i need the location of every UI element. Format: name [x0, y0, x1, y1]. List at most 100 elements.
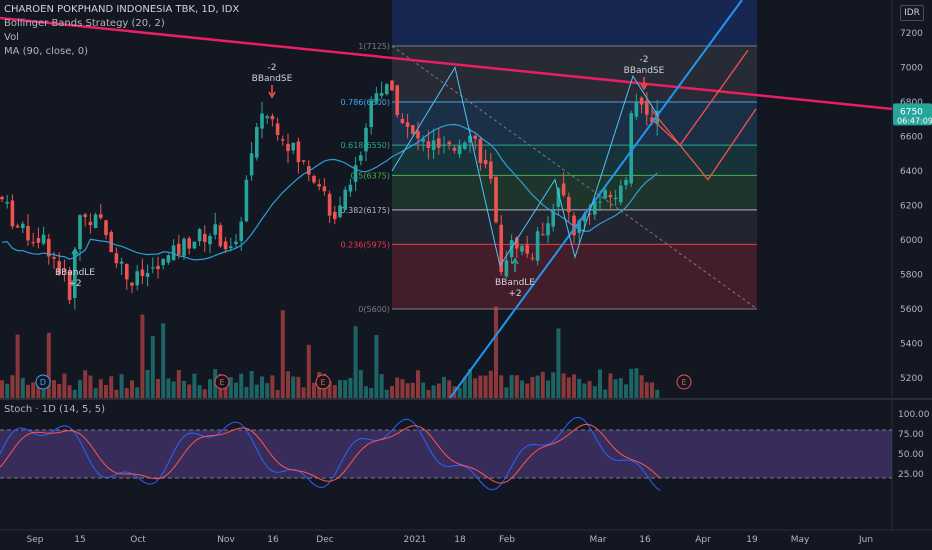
volume-bar [171, 381, 176, 398]
candle-body [36, 238, 41, 243]
volume-bar [46, 332, 51, 398]
event-marker-icon [35, 374, 51, 390]
volume-bar [499, 375, 504, 398]
candle-body [57, 261, 61, 275]
volume-bar [494, 306, 498, 398]
candle-body [125, 264, 129, 280]
price-tick: 6800 [900, 98, 923, 108]
volume-bar [10, 375, 15, 398]
candle-body [556, 188, 561, 207]
volume-bar [582, 383, 587, 398]
candle-body [99, 214, 103, 219]
candle-body [431, 140, 436, 150]
candle-body [624, 179, 628, 186]
volume-bar [5, 383, 10, 398]
signal-arrowhead [268, 91, 276, 99]
candle-body [499, 224, 503, 273]
volume-bar [119, 374, 124, 398]
candle-body [535, 231, 540, 261]
volume-bar [447, 380, 452, 398]
volume-bar [166, 378, 171, 398]
indicator-ma-label[interactable]: MA (90, close, 0) [4, 46, 89, 57]
candle-body [463, 142, 467, 149]
candle-body [203, 233, 207, 242]
volume-bar [202, 389, 207, 398]
volume-bar [587, 381, 592, 398]
candle-body [416, 131, 420, 139]
volume-bar [395, 377, 400, 398]
signal-label: +2 [68, 279, 81, 289]
volume-bar [57, 384, 62, 398]
candle-body [322, 186, 327, 192]
volume-bar [156, 378, 160, 398]
volume-bar [405, 383, 410, 398]
volume-bar [634, 368, 639, 398]
candle-body [218, 225, 223, 247]
volume-bar [535, 375, 540, 398]
volume-bar [546, 380, 550, 398]
candle-body [31, 242, 35, 244]
volume-bar [135, 387, 140, 398]
candle-body [442, 144, 446, 146]
time-tick: Apr [695, 535, 711, 545]
candle-body [405, 122, 410, 127]
indicator-bb-label[interactable]: Bollinger Bands Strategy (20, 2) [4, 18, 165, 29]
volume-bar [197, 385, 202, 398]
time-tick: Dec [316, 535, 333, 545]
stoch-label[interactable]: Stoch · 1D (14, 5, 5) [4, 404, 105, 415]
candle-body [67, 270, 72, 300]
candle-body [629, 113, 633, 184]
last-price-value: 6750 [900, 107, 923, 117]
candle-body [182, 238, 186, 256]
volume-bar [249, 370, 254, 398]
currency-badge[interactable]: IDR [900, 5, 924, 21]
volume-bar [556, 328, 561, 398]
signal-label: BBandSE [624, 66, 665, 76]
candle-body [421, 138, 425, 142]
volume-bar [280, 310, 285, 398]
volume-bar [650, 382, 654, 398]
price-tick: 6400 [900, 167, 923, 177]
event-marker-icon [214, 374, 230, 390]
candle-body [587, 213, 592, 215]
blue-trendline [449, 0, 743, 399]
candle-body [489, 161, 493, 179]
candle-body [504, 260, 509, 277]
price-tick: 7200 [900, 29, 923, 39]
volume-bar [369, 387, 374, 398]
candle-body [483, 160, 488, 165]
volume-bar [426, 389, 431, 398]
event-marker-letter: E [320, 378, 325, 387]
candle-body [333, 211, 337, 220]
signal-label: +2 [508, 289, 521, 299]
candle-body [119, 261, 124, 264]
signal-arrowhead [640, 83, 648, 91]
volume-bar [374, 335, 379, 398]
volume-bar [0, 380, 4, 398]
candle-body [281, 139, 285, 141]
candle-body [390, 80, 394, 91]
time-tick: 16 [267, 535, 279, 545]
volume-bar [436, 383, 441, 398]
price-tick: 5600 [900, 305, 923, 315]
volume-bar [551, 372, 556, 398]
time-tick: 18 [454, 535, 466, 545]
candle-body [561, 183, 566, 196]
candle-body [645, 100, 649, 115]
volume-bar [291, 376, 296, 398]
event-marker-letter: E [219, 378, 224, 387]
candle-body [52, 257, 56, 259]
volume-bar [78, 379, 82, 398]
candle-body [359, 155, 363, 161]
volume-bar [566, 377, 571, 398]
signal-label: BBandSE [252, 74, 293, 84]
candle-body [457, 145, 462, 155]
candle-body [369, 100, 373, 128]
candle-body [208, 236, 212, 245]
candle-body [364, 127, 368, 152]
indicator-vol-label[interactable]: Vol [4, 32, 19, 43]
volume-bar [208, 379, 212, 398]
time-tick: May [791, 535, 810, 545]
volume-bar [161, 323, 166, 398]
